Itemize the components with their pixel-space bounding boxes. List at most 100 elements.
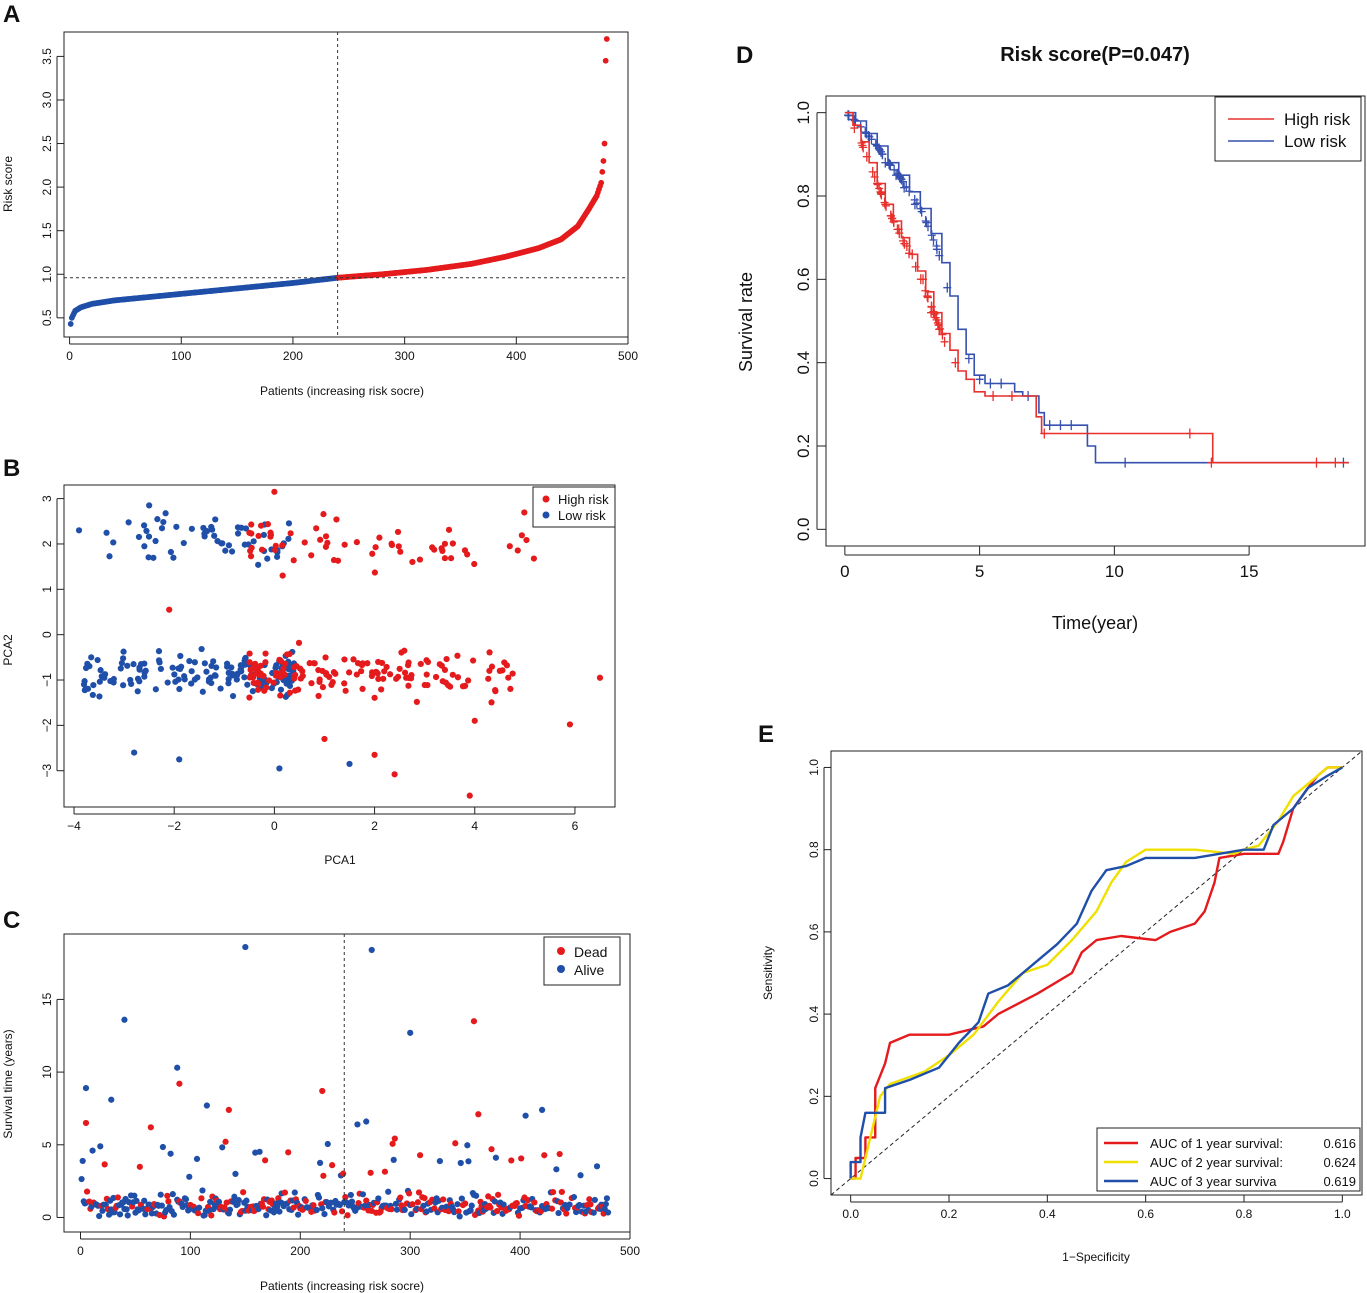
alive-point bbox=[182, 1196, 190, 1203]
x-tick-label: 500 bbox=[618, 349, 638, 363]
x-tick-label: 0.2 bbox=[941, 1207, 958, 1221]
high-risk-point bbox=[403, 674, 410, 681]
alive-point bbox=[131, 1192, 138, 1199]
low-risk-point bbox=[276, 765, 283, 772]
panel-label-d: D bbox=[736, 42, 753, 69]
low-risk-point bbox=[150, 554, 157, 561]
alive-point bbox=[116, 1211, 124, 1218]
chart-title: Risk score(P=0.047) bbox=[1000, 44, 1190, 66]
low-risk-point bbox=[346, 760, 353, 768]
dead-point bbox=[340, 1170, 347, 1177]
alive-point bbox=[457, 1159, 464, 1167]
alive-point bbox=[141, 1197, 148, 1204]
high-risk-point bbox=[250, 664, 257, 671]
low-risk-point bbox=[101, 674, 108, 681]
high-risk-point bbox=[380, 675, 387, 682]
dead-point bbox=[493, 1208, 501, 1215]
alive-point bbox=[242, 943, 249, 951]
alive-point bbox=[315, 1194, 323, 1201]
high-risk-point bbox=[423, 671, 430, 678]
high-risk-censor-mark bbox=[951, 357, 960, 368]
alive-point bbox=[465, 1158, 472, 1165]
dead-point bbox=[397, 1194, 404, 1201]
high-risk-point bbox=[258, 522, 265, 529]
dead-point bbox=[488, 1146, 495, 1153]
dead-point bbox=[329, 1162, 336, 1169]
low-risk-point bbox=[244, 681, 251, 688]
alive-point bbox=[347, 1191, 354, 1199]
low-risk-point bbox=[96, 693, 103, 700]
dead-point bbox=[495, 1191, 502, 1198]
alive-point bbox=[401, 1206, 408, 1213]
high-risk-point bbox=[599, 168, 606, 175]
high-risk-censor-mark bbox=[876, 186, 885, 197]
low-risk-point bbox=[142, 667, 149, 674]
high-risk-point bbox=[255, 532, 262, 540]
dead-point bbox=[83, 1188, 91, 1195]
high-risk-point bbox=[417, 660, 424, 668]
low-risk-point bbox=[222, 547, 229, 554]
x-tick-label: 100 bbox=[171, 349, 191, 363]
low-risk-censor-mark bbox=[864, 130, 873, 141]
dead-point bbox=[114, 1194, 121, 1201]
y-tick-label: 0.2 bbox=[794, 434, 813, 458]
high-risk-point bbox=[359, 685, 366, 693]
low-risk-censor-mark bbox=[1056, 420, 1065, 431]
low-risk-point bbox=[120, 682, 127, 689]
x-tick-label: 300 bbox=[400, 1244, 420, 1258]
alive-point bbox=[231, 1193, 238, 1200]
low-risk-point bbox=[162, 510, 169, 517]
panel-label-c: C bbox=[3, 907, 20, 934]
high-risk-point bbox=[322, 654, 329, 661]
x-axis-label: Patients (increasing risk socre) bbox=[260, 1279, 424, 1293]
dead-point bbox=[409, 1201, 416, 1208]
low-risk-point bbox=[208, 523, 215, 531]
high-risk-point bbox=[364, 660, 371, 667]
dead-point bbox=[389, 1140, 396, 1147]
alive-point bbox=[321, 1211, 328, 1218]
dead-point bbox=[475, 1111, 482, 1118]
low-risk-censor-mark bbox=[964, 353, 973, 364]
high-risk-point bbox=[322, 543, 330, 550]
low-risk-point bbox=[67, 321, 74, 327]
high-risk-point bbox=[485, 675, 492, 682]
high-risk-point bbox=[248, 521, 255, 528]
legend-auc-2: 0.624 bbox=[1323, 1155, 1356, 1170]
high-risk-point bbox=[409, 558, 416, 566]
dead-point bbox=[319, 1087, 326, 1095]
plot-frame bbox=[63, 31, 629, 338]
low-risk-point bbox=[238, 524, 245, 531]
low-risk-point bbox=[285, 520, 293, 527]
low-risk-point bbox=[155, 648, 163, 655]
high-risk-point bbox=[320, 511, 327, 518]
panel-label-e: E bbox=[758, 721, 774, 748]
low-risk-point bbox=[250, 538, 257, 545]
high-risk-censor-mark bbox=[899, 235, 908, 246]
high-risk-censor-mark bbox=[932, 314, 941, 325]
dead-point bbox=[147, 1124, 154, 1131]
alive-point bbox=[203, 1102, 210, 1109]
y-axis-label: Survival time (years) bbox=[1, 1029, 15, 1138]
low-risk-point bbox=[118, 659, 125, 667]
dead-point bbox=[487, 1204, 494, 1211]
alive-point bbox=[458, 1195, 465, 1202]
high-risk-point bbox=[509, 670, 516, 677]
high-risk-point bbox=[507, 685, 514, 693]
alive-point bbox=[368, 946, 375, 954]
y-tick-label: 2.0 bbox=[40, 178, 54, 195]
high-risk-point bbox=[603, 36, 610, 42]
x-tick-label: 400 bbox=[510, 1244, 530, 1258]
alive-point bbox=[294, 1211, 302, 1218]
alive-point bbox=[492, 1154, 500, 1161]
high-risk-point bbox=[441, 666, 449, 673]
dead-point bbox=[416, 1152, 424, 1159]
high-risk-point bbox=[598, 179, 605, 186]
x-tick-label: 500 bbox=[620, 1244, 640, 1258]
low-risk-point bbox=[117, 665, 124, 672]
high-risk-point bbox=[405, 682, 412, 689]
alive-point bbox=[407, 1029, 414, 1036]
dead-point bbox=[363, 1197, 370, 1204]
high-risk-censor-mark bbox=[923, 291, 932, 302]
high-risk-point bbox=[246, 694, 253, 701]
alive-point bbox=[193, 1155, 201, 1163]
